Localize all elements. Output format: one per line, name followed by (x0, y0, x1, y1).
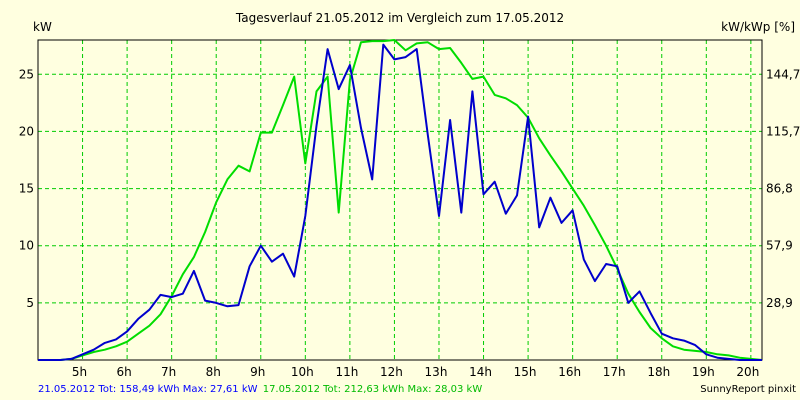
x-tick-label: 7h (161, 365, 176, 379)
x-tick-label: 16h (558, 365, 581, 379)
y-tick-label-right: 144,7 (766, 67, 800, 81)
x-tick-label: 6h (116, 365, 131, 379)
y-tick-label-left: 10 (19, 239, 34, 253)
y-tick-label-right: 28,9 (766, 296, 793, 310)
series-line-17.05.2012 (38, 39, 763, 361)
x-tick-label: 17h (603, 365, 626, 379)
x-tick-label: 19h (692, 365, 715, 379)
series-group (38, 39, 763, 361)
y-tick-label-left: 15 (19, 182, 34, 196)
x-tick-label: 5h (72, 365, 87, 379)
credit-text: SunnyReport pinxit (700, 384, 796, 395)
x-tick-label: 10h (291, 365, 314, 379)
footer-series2-stats: 17.05.2012 Tot: 212,63 kWh Max: 28,03 kW (263, 384, 483, 395)
x-tick-label: 12h (380, 365, 403, 379)
plot-area-border (37, 39, 763, 361)
footer-series1-stats: 21.05.2012 Tot: 158,49 kWh Max: 27,61 kW (38, 384, 258, 395)
y-tick-label-right: 86,8 (766, 182, 793, 196)
x-tick-label: 15h (514, 365, 537, 379)
y-tick-label-left: 5 (26, 296, 34, 310)
y-axis-right-label: kW/kWp [%] (721, 20, 795, 34)
grid (38, 40, 762, 360)
series-line-21.05.2012 (38, 43, 762, 361)
x-tick-label: 9h (250, 365, 265, 379)
y-tick-label-right: 57,9 (766, 239, 793, 253)
y-tick-label-left: 25 (19, 67, 34, 81)
y-tick-label-left: 20 (19, 124, 34, 138)
x-tick-label: 11h (335, 365, 358, 379)
tick-labels: 5h 6h 7h 8h 9h 10h 11h 12h 13h 14h 15h 16h 17h 18h 19h… (19, 67, 800, 379)
footer-stats: 21.05.2012 Tot: 158,49 kWh Max: 27,61 kW… (38, 384, 482, 395)
y-tick-label-right: 115,7 (766, 124, 800, 138)
x-tick-label: 8h (206, 365, 221, 379)
x-tick-label: 14h (469, 365, 492, 379)
x-tick-label: 13h (425, 365, 448, 379)
x-tick-label: 18h (647, 365, 670, 379)
x-tick-label: 20h (736, 365, 759, 379)
chart-title: Tagesverlauf 21.05.2012 im Vergleich zum… (235, 11, 564, 25)
y-axis-left-label: kW (33, 20, 52, 34)
